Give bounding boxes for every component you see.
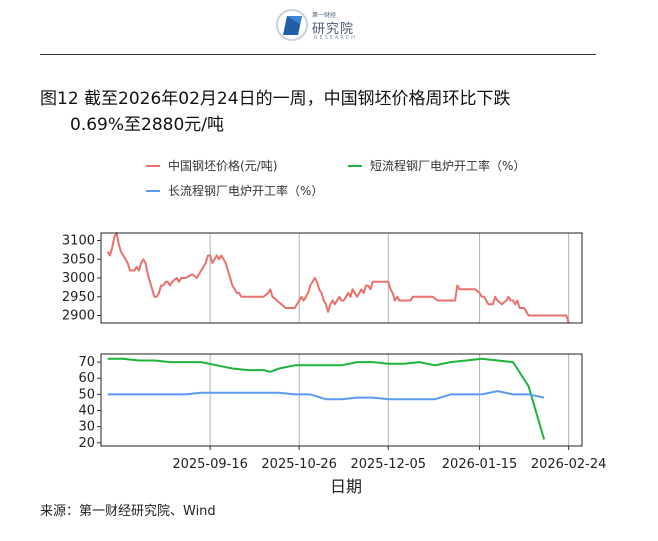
y-tick-label-bottom-2: 40 xyxy=(78,403,95,418)
logo-text-cn: 研究院 xyxy=(312,22,355,37)
y-tick-label-bottom-1: 30 xyxy=(78,420,95,435)
y-tick-label-bottom-4: 60 xyxy=(78,371,95,386)
legend-label-long: 长流程钢厂电炉开工率（%） xyxy=(168,184,324,198)
chart-title-line2: 0.69%至2880元/吨 xyxy=(70,115,224,135)
chart-title-line1: 图12 截至2026年02月24日的一周，中国钢坯价格周环比下跌 xyxy=(40,89,511,109)
series-line-top-0 xyxy=(106,232,570,324)
y-tick-label-top-2: 3000 xyxy=(62,271,95,286)
y-tick-label-top-4: 3100 xyxy=(62,234,95,249)
x-tick-label-2: 2025-12-05 xyxy=(350,457,426,472)
y-tick-label-top-1: 2950 xyxy=(62,290,95,305)
source-note: 来源：第一财经研究院、Wind xyxy=(40,504,216,519)
x-axis: 2025-09-16 2025-10-26 2025-12-05 2026-01-15… xyxy=(172,446,606,472)
y-tick-label-top-0: 2900 xyxy=(62,309,95,324)
x-tick-label-3: 2026-01-15 xyxy=(442,457,518,472)
logo-text-en: RESEARCH xyxy=(314,35,357,41)
legend-label-short: 短流程钢厂电炉开工率（%） xyxy=(370,159,526,173)
x-tick-label-1: 2025-10-26 xyxy=(261,457,337,472)
panel-billet-price: 2900 2950 3000 3050 3100 xyxy=(62,232,583,324)
x-tick-label-0: 2025-09-16 xyxy=(172,457,248,472)
x-tick-label-4: 2026-02-24 xyxy=(531,457,607,472)
legend-item-billet-price: 中国钢坯价格(元/吨) xyxy=(146,157,277,174)
legend-swatch-short xyxy=(348,164,362,167)
series-line-bottom-0 xyxy=(107,357,546,440)
legend-item-long-process: 长流程钢厂电炉开工率（%） xyxy=(146,182,323,199)
y-tick-label-top-3: 3050 xyxy=(62,252,95,267)
legend-label-billet: 中国钢坯价格(元/吨) xyxy=(168,159,278,173)
y-tick-label-bottom-5: 70 xyxy=(78,355,95,370)
panel-frame-bottom xyxy=(100,353,583,447)
legend-swatch-billet xyxy=(146,164,160,167)
logo-emblem-icon xyxy=(276,9,308,41)
panel-frame-top xyxy=(100,232,583,324)
series-line-bottom-1 xyxy=(107,390,545,401)
y-tick-label-bottom-0: 20 xyxy=(78,436,95,451)
logo-text-top: 第一财经 xyxy=(312,12,337,19)
x-axis-label: 日期 xyxy=(330,477,362,496)
header-divider xyxy=(40,54,596,55)
legend-swatch-long xyxy=(146,189,160,192)
research-logo: 第一财经 研究院 RESEARCH xyxy=(276,8,386,44)
legend-item-short-process: 短流程钢厂电炉开工率（%） xyxy=(348,157,525,174)
y-tick-label-bottom-3: 50 xyxy=(78,387,95,402)
